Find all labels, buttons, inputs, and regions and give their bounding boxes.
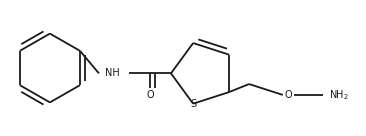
Text: O: O bbox=[146, 90, 154, 100]
Text: O: O bbox=[285, 90, 292, 100]
Text: NH$_2$: NH$_2$ bbox=[329, 88, 349, 102]
Text: S: S bbox=[190, 99, 196, 109]
Text: NH: NH bbox=[105, 68, 119, 78]
